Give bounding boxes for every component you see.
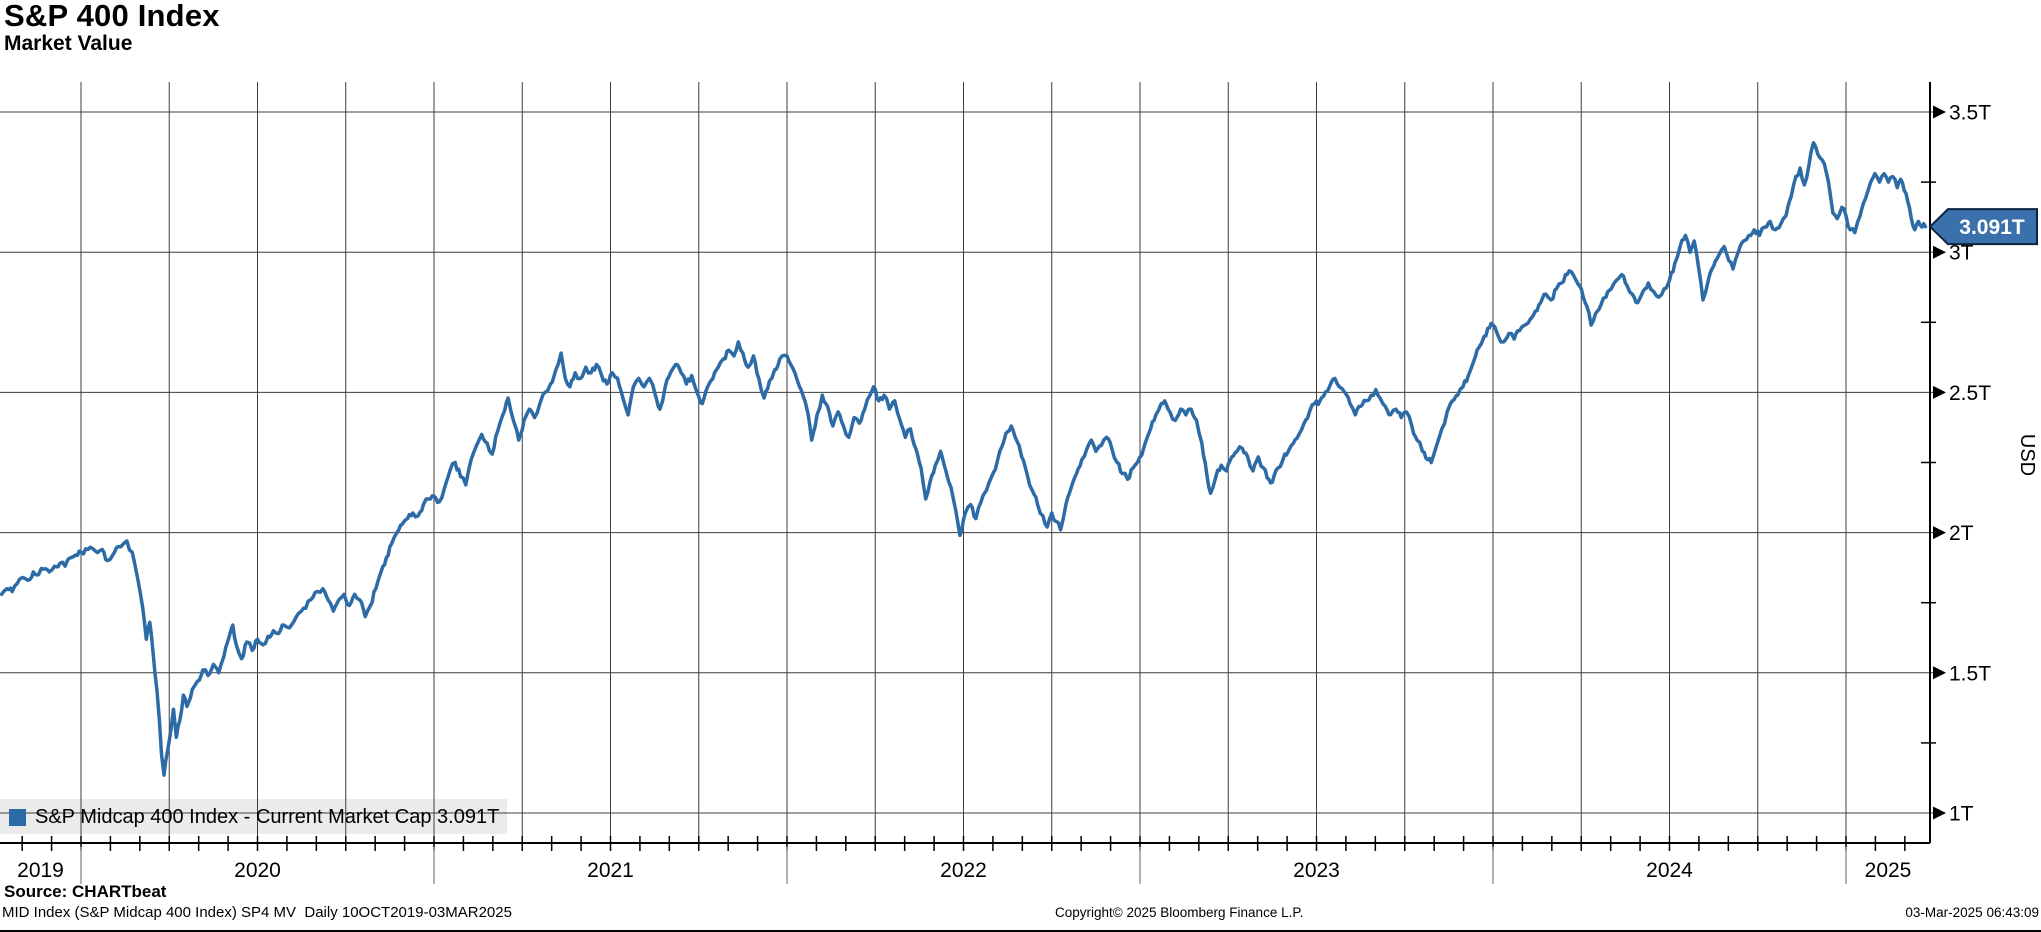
legend-label: S&P Midcap 400 Index - Current Market Ca… bbox=[35, 806, 500, 828]
y-tick-arrow-icon bbox=[1933, 526, 1946, 540]
series-marker-icon bbox=[9, 809, 26, 826]
x-year-label: 2021 bbox=[587, 859, 634, 882]
gridlines bbox=[0, 82, 1934, 843]
y-tick-label: 3.5T bbox=[1949, 102, 1991, 125]
x-year-label: 2020 bbox=[234, 859, 281, 882]
last-price-label: 3.091T bbox=[1959, 216, 2025, 239]
y-tick-arrow-icon bbox=[1933, 385, 1946, 399]
x-year-label: 2022 bbox=[940, 859, 987, 882]
copyright-label: Copyright© 2025 Bloomberg Finance L.P. bbox=[1055, 905, 1304, 920]
y-tick-label: 3T bbox=[1949, 242, 1974, 265]
y-tick-label: 2T bbox=[1949, 522, 1974, 545]
chart-meta-label: MID Index (S&P Midcap 400 Index) SP4 MV … bbox=[2, 904, 512, 921]
timestamp-label: 03-Mar-2025 06:43:09 bbox=[1905, 905, 2039, 920]
source-label: Source: CHARTbeat bbox=[4, 882, 167, 901]
axes bbox=[0, 82, 1946, 884]
x-year-label: 2025 bbox=[1865, 859, 1912, 882]
price-line bbox=[0, 141, 1928, 777]
y-tick-arrow-icon bbox=[1933, 105, 1946, 119]
page-title: S&P 400 Index bbox=[4, 0, 220, 33]
x-year-label: 2019 bbox=[17, 859, 64, 882]
page-subtitle: Market Value bbox=[4, 32, 133, 55]
y-tick-arrow-icon bbox=[1933, 245, 1946, 259]
y-tick-label: 2.5T bbox=[1949, 382, 1991, 405]
y-tick-label: 1T bbox=[1949, 803, 1974, 826]
y-tick-arrow-icon bbox=[1933, 806, 1946, 820]
last-price-tag: 3.091T bbox=[1928, 208, 2038, 246]
x-year-label: 2023 bbox=[1293, 859, 1340, 882]
x-year-label: 2024 bbox=[1646, 859, 1693, 882]
legend-background bbox=[0, 799, 507, 834]
axis-labels: 3.5T 3T 2.5T 2T 1.5T 1T 2019 2020 2021 2022 2023 20… bbox=[17, 102, 2038, 883]
last-price-tag-shape bbox=[1928, 208, 2038, 246]
y-tick-label: 1.5T bbox=[1949, 662, 1991, 685]
y-tick-arrow-icon bbox=[1933, 666, 1946, 680]
legend[interactable]: S&P Midcap 400 Index - Current Market Ca… bbox=[9, 806, 499, 829]
y-axis-unit-label: USD bbox=[2016, 434, 2038, 476]
